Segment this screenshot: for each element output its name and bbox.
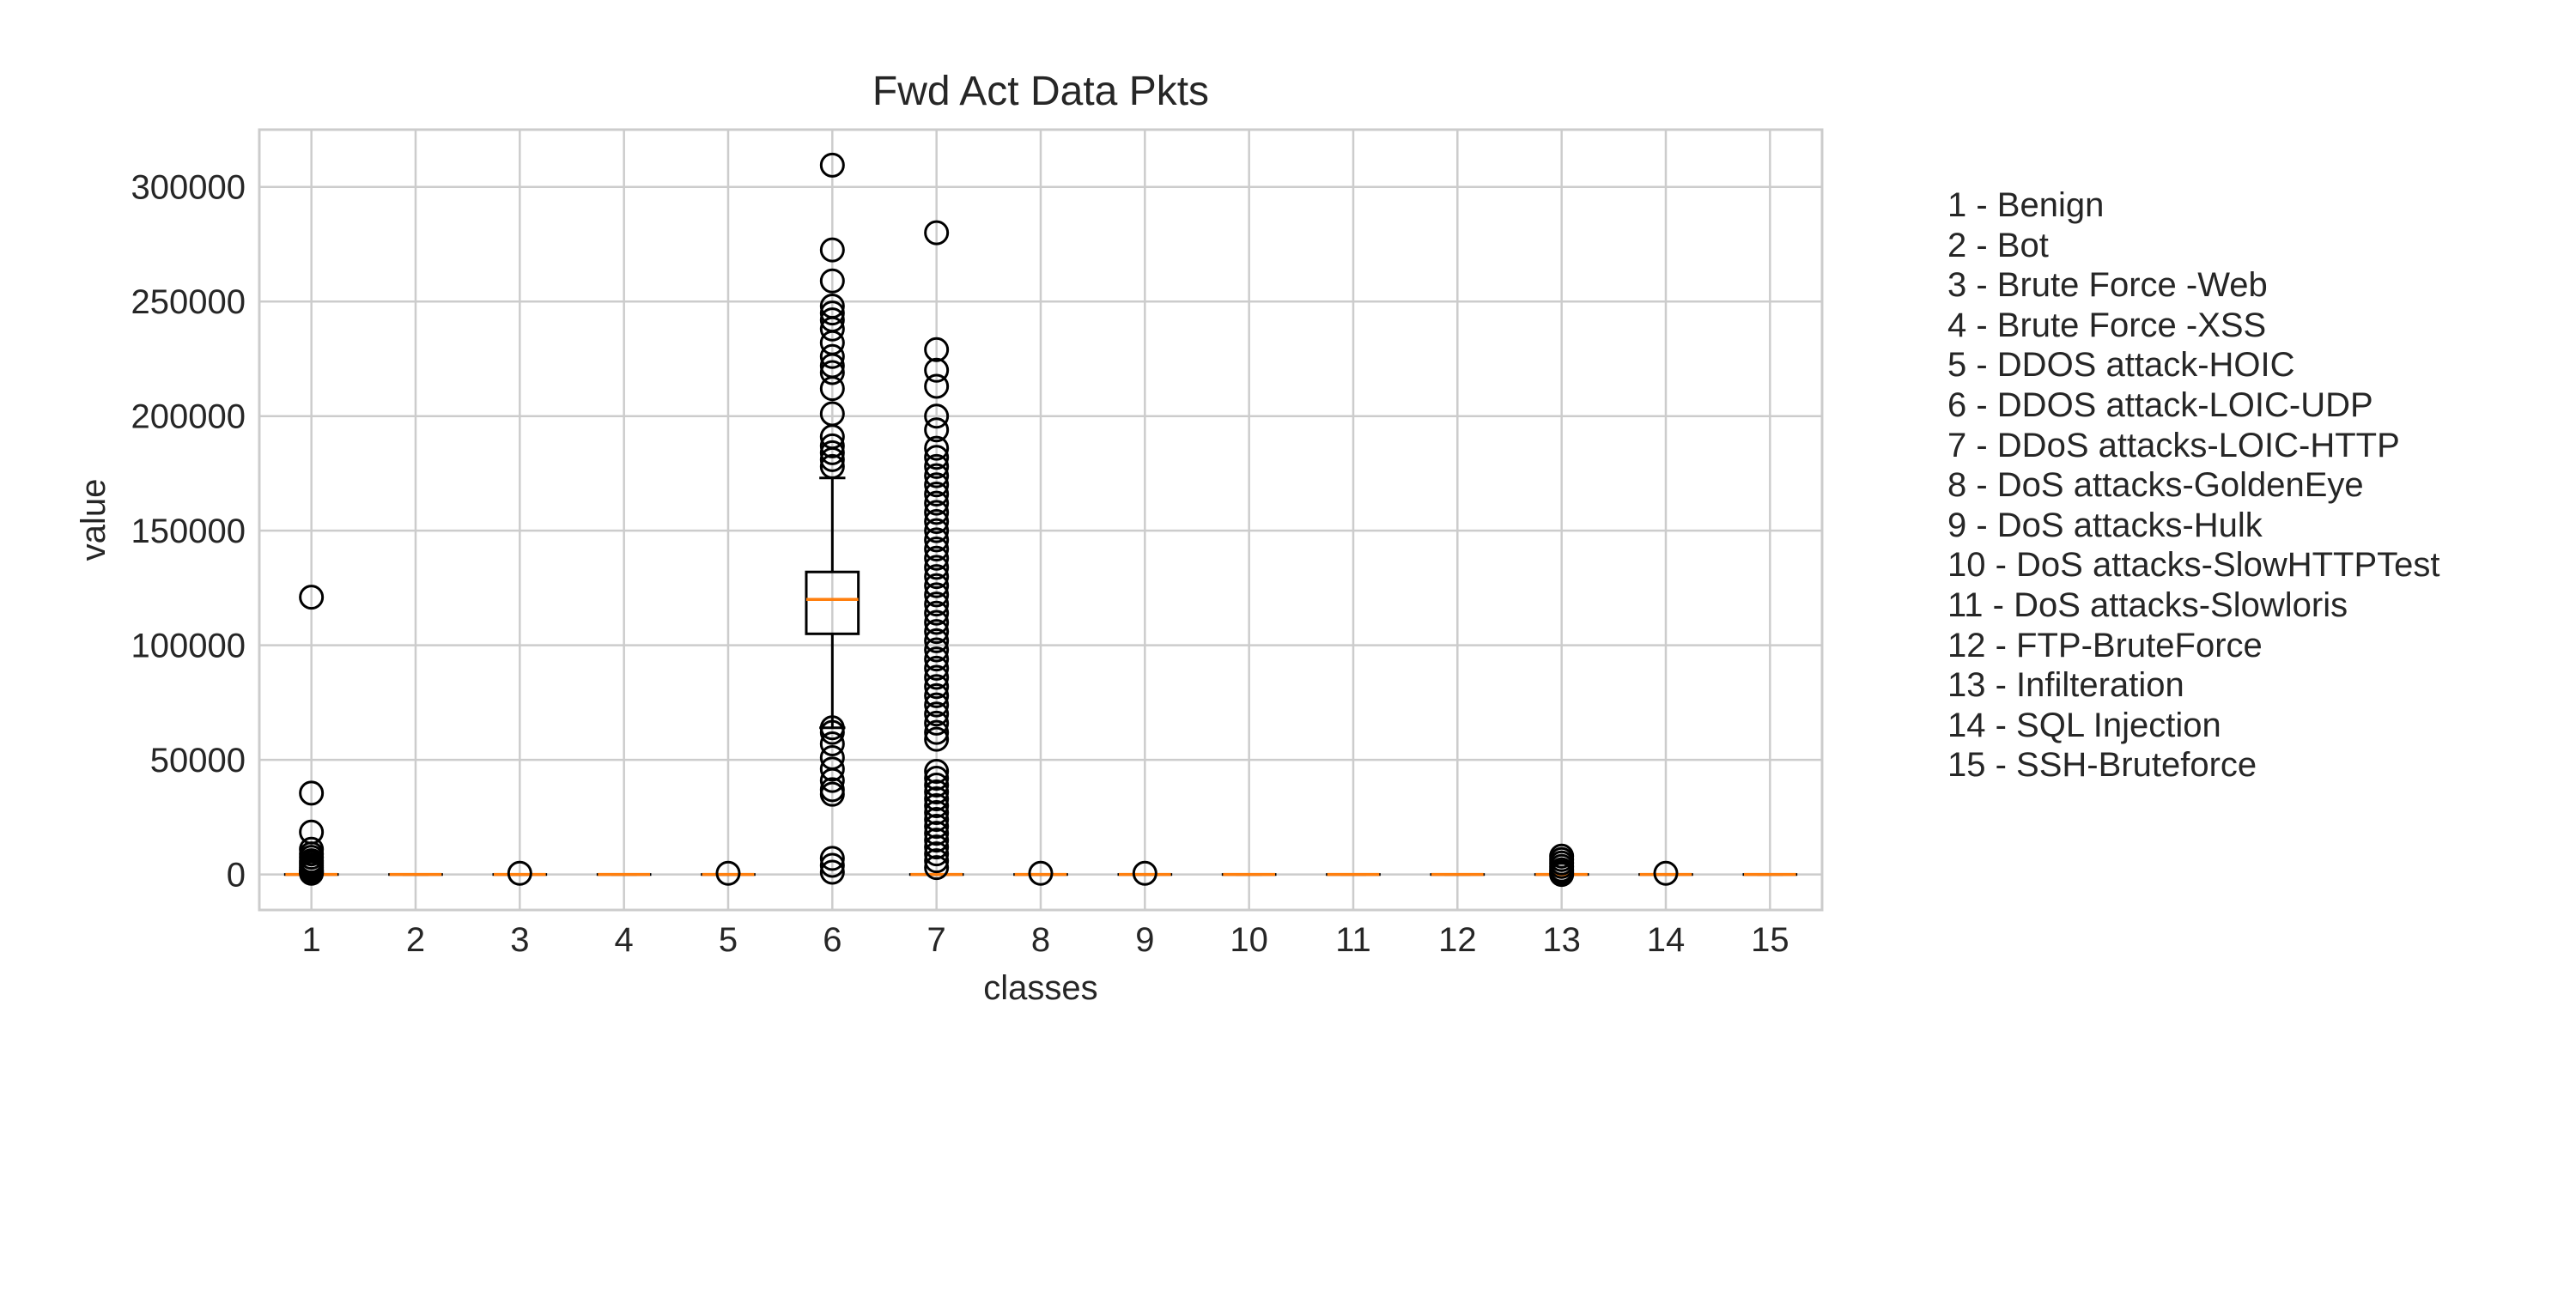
x-tick-label: 1	[302, 921, 321, 959]
y-tick-label: 200000	[131, 398, 246, 436]
legend-entry: 10 - DoS attacks-SlowHTTPTest	[1947, 545, 2549, 585]
x-tick-label: 2	[406, 921, 425, 959]
y-tick-label: 250000	[131, 283, 246, 321]
y-tick-label: 300000	[131, 169, 246, 207]
legend-entry: 8 - DoS attacks-GoldenEye	[1947, 465, 2549, 506]
legend-entry: 9 - DoS attacks-Hulk	[1947, 506, 2549, 546]
x-tick-label: 4	[615, 921, 634, 959]
x-tick-label: 11	[1335, 921, 1371, 959]
legend-entry: 15 - SSH-Bruteforce	[1947, 745, 2549, 786]
legend-entry: 4 - Brute Force -XSS	[1947, 306, 2549, 346]
legend-entry: 13 - Infilteration	[1947, 665, 2549, 706]
legend-entry: 1 - Benign	[1947, 185, 2549, 226]
legend-entry: 14 - SQL Injection	[1947, 706, 2549, 746]
y-tick-label: 150000	[131, 513, 246, 550]
y-axis-label: value	[75, 479, 112, 561]
y-tick-label: 0	[227, 857, 246, 895]
legend-entry: 2 - Bot	[1947, 226, 2549, 266]
grid-lines	[259, 130, 1822, 910]
legend-entry: 11 - DoS attacks-Slowloris	[1947, 585, 2549, 626]
x-tick-label: 12	[1438, 921, 1477, 959]
x-tick-label: 3	[510, 921, 529, 959]
x-axis-label: classes	[983, 969, 1097, 1007]
x-tick-label: 6	[823, 921, 841, 959]
x-tick-label: 14	[1647, 921, 1686, 959]
legend-entry: 6 - DDOS attack-LOIC-UDP	[1947, 385, 2549, 426]
x-tick-label: 15	[1751, 921, 1789, 959]
y-tick-label: 100000	[131, 628, 246, 665]
legend-entry: 12 - FTP-BruteForce	[1947, 626, 2549, 666]
chart-title: Fwd Act Data Pkts	[872, 69, 1209, 114]
x-tick-label: 7	[927, 921, 946, 959]
x-tick-label: 10	[1230, 921, 1268, 959]
x-tick-label: 9	[1135, 921, 1154, 959]
x-tick-label: 5	[719, 921, 738, 959]
legend-entry: 3 - Brute Force -Web	[1947, 265, 2549, 306]
y-tick-label: 50000	[150, 742, 246, 779]
legend-entry: 5 - DDOS attack-HOIC	[1947, 345, 2549, 385]
x-tick-label: 8	[1031, 921, 1050, 959]
x-tick-label: 13	[1542, 921, 1581, 959]
legend-entry: 7 - DDoS attacks-LOIC-HTTP	[1947, 426, 2549, 466]
